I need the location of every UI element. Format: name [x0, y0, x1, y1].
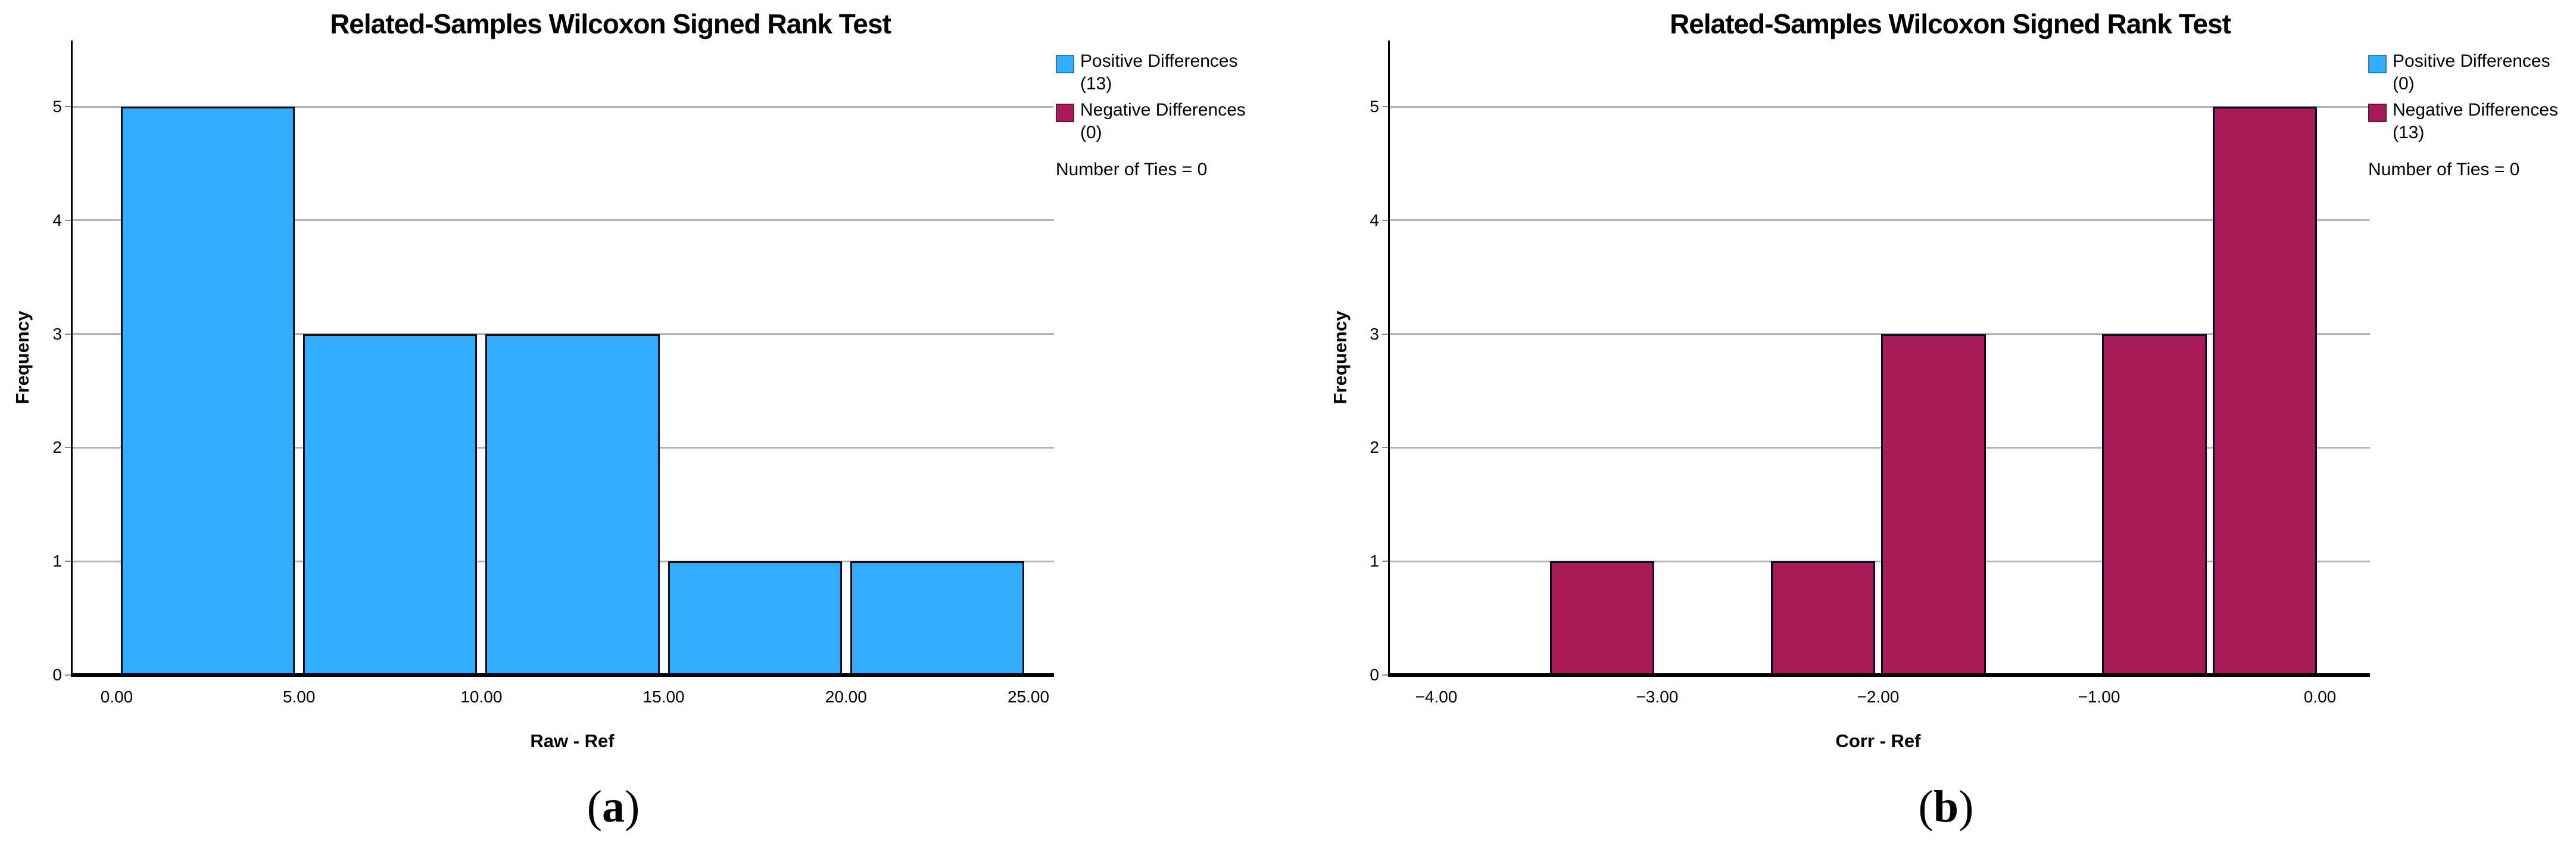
y-tick-label: 4 — [52, 210, 62, 229]
histogram-bar — [1549, 561, 1654, 676]
y-tick-mark — [65, 447, 71, 449]
x-tick-label: 15.00 — [643, 688, 685, 706]
gridline-y1 — [1389, 560, 2370, 562]
y-tick-label: 2 — [1370, 438, 1379, 457]
y-tick-mark — [1382, 219, 1388, 221]
legend-entry-positive: Positive Differences (13) — [1056, 50, 1306, 95]
legend-count: (0) — [1080, 123, 1102, 142]
positive-differences-swatch — [1056, 55, 1074, 73]
x-tick-label: 0.00 — [2303, 688, 2337, 706]
panel-caption-b: (b) — [1919, 782, 1974, 832]
ties-note: Number of Ties = 0 — [2368, 160, 2520, 179]
histogram-bar — [1881, 334, 1986, 676]
y-tick-mark — [1382, 561, 1388, 562]
chart-title: Related-Samples Wilcoxon Signed Rank Tes… — [330, 8, 891, 39]
y-tick-label: 5 — [1370, 97, 1379, 116]
legend-count: (0) — [2393, 74, 2415, 94]
x-axis-line — [71, 673, 1054, 677]
y-tick-label: 0 — [1370, 665, 1379, 684]
x-tick-label: 25.00 — [1007, 688, 1050, 706]
histogram-bar — [2102, 334, 2207, 676]
y-tick-mark — [65, 106, 71, 107]
y-tick-label: 1 — [1370, 552, 1379, 571]
caption-paren: ) — [625, 782, 640, 832]
histogram-bar — [303, 334, 478, 676]
y-tick-label: 2 — [52, 438, 62, 457]
gridline-y3 — [1389, 333, 2370, 335]
y-tick-label: 3 — [52, 324, 62, 343]
legend-entry-negative: Negative Differences (13) — [2368, 99, 2576, 144]
y-axis-line — [71, 41, 73, 677]
legend: Positive Differences (13) Negative Diffe… — [1056, 50, 1306, 181]
y-tick-mark — [1382, 447, 1388, 449]
negative-differences-swatch — [2368, 104, 2387, 122]
chart-title: Related-Samples Wilcoxon Signed Rank Tes… — [1670, 8, 2231, 39]
y-tick-mark — [1382, 333, 1388, 335]
ties-note: Number of Ties = 0 — [1056, 160, 1208, 179]
histogram-bar — [668, 561, 842, 676]
histogram-bar — [121, 107, 295, 676]
negative-differences-swatch — [1056, 104, 1074, 122]
histogram-bar — [850, 561, 1024, 676]
x-tick-label: 0.00 — [100, 688, 133, 706]
legend: Positive Differences (0) Negative Differ… — [2368, 50, 2576, 181]
positive-differences-swatch — [2368, 55, 2387, 73]
x-tick-label: −3.00 — [1636, 688, 1679, 706]
x-tick-label: −1.00 — [2078, 688, 2120, 706]
caption-paren: ) — [1958, 782, 1974, 832]
legend-entry-negative: Negative Differences (0) — [1056, 99, 1306, 144]
histogram-bar — [1770, 561, 1875, 676]
panel-b: Related-Samples Wilcoxon Signed Rank Tes… — [1288, 0, 2576, 846]
y-tick-mark — [65, 219, 71, 221]
x-tick-label: 20.00 — [825, 688, 867, 706]
y-tick-mark — [65, 561, 71, 562]
legend-label: Positive Differences — [2393, 51, 2550, 71]
histogram-bar — [485, 334, 660, 676]
legend-label: Negative Differences — [2393, 100, 2558, 120]
x-tick-label: −2.00 — [1857, 688, 1900, 706]
x-axis-line — [1388, 673, 2370, 677]
caption-paren: ( — [1918, 782, 1933, 832]
gridline-y5 — [1389, 105, 2370, 108]
x-tick-label: −4.00 — [1415, 688, 1458, 706]
y-axis-line — [1388, 41, 1390, 677]
histogram-bar — [2212, 107, 2317, 676]
y-tick-mark — [65, 674, 71, 676]
y-tick-label: 1 — [52, 552, 62, 571]
legend-entry-positive: Positive Differences (0) — [2368, 50, 2576, 95]
legend-count: (13) — [1080, 74, 1112, 94]
y-tick-label: 4 — [1370, 210, 1379, 229]
caption-letter: b — [1933, 782, 1959, 832]
gridline-y4 — [1389, 219, 2370, 222]
gridline-y2 — [1389, 446, 2370, 449]
legend-count: (13) — [2393, 123, 2425, 142]
y-tick-mark — [1382, 106, 1388, 107]
x-tick-label: 10.00 — [460, 688, 503, 706]
gridline-y5 — [71, 105, 1054, 108]
x-tick-label: 5.00 — [282, 688, 316, 706]
legend-label: Positive Differences — [1080, 51, 1238, 71]
y-tick-label: 0 — [52, 665, 62, 684]
panel-a: Related-Samples Wilcoxon Signed Rank Tes… — [12, 8, 1246, 832]
x-axis-label: Corr - Ref — [1835, 730, 1921, 751]
panel-caption-a: (a) — [587, 782, 640, 832]
y-tick-mark — [1382, 674, 1388, 676]
caption-letter: a — [602, 782, 625, 832]
caption-paren: ( — [587, 782, 602, 832]
x-axis-label: Raw - Ref — [530, 730, 615, 751]
y-tick-label: 5 — [52, 97, 62, 116]
legend-label: Negative Differences — [1080, 100, 1246, 120]
y-tick-label: 3 — [1370, 324, 1379, 343]
y-tick-mark — [65, 333, 71, 335]
gridline-y4 — [71, 219, 1054, 222]
